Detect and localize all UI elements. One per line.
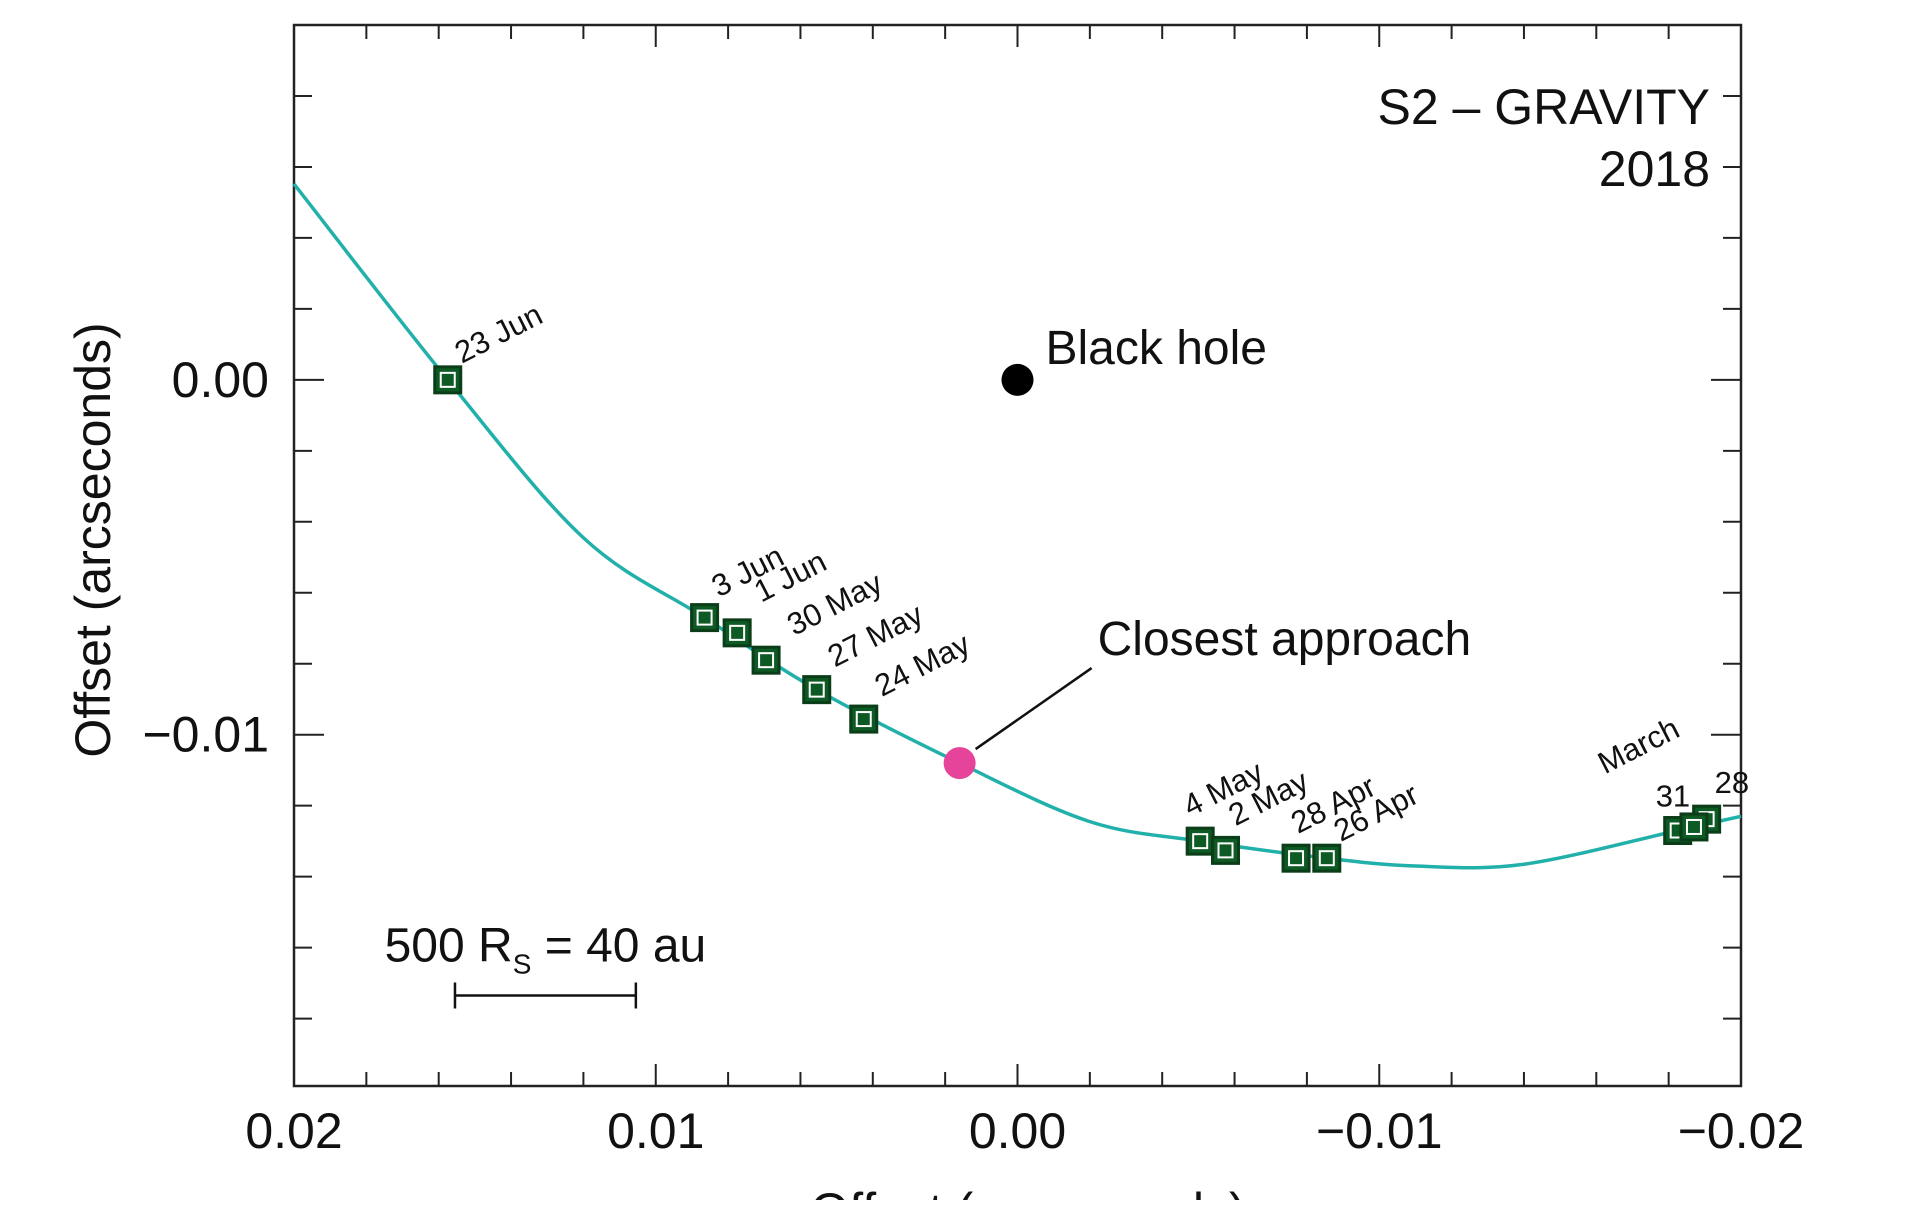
scale-bar-label: 500 RS = 40 au [385,920,707,980]
black-hole-marker [1001,363,1034,396]
x-tick-label: −0.02 [1678,1103,1805,1159]
scale-bar-label-subscript: S [513,949,532,980]
observation-marker-inner [1217,842,1234,859]
scale-bar-label-suffix: = 40 au [531,920,706,973]
closest-approach-leader [974,667,1093,751]
y-axis-title: Offset (arcseconds) [65,322,121,757]
observation-marker-inner [855,711,872,728]
observation-date-label: 23 Jun [449,297,548,370]
x-axis-title: Offset (arcseconds) [810,1183,1245,1200]
chart-subtitle: 2018 [1599,141,1710,197]
observation-marker-inner [758,652,775,669]
observation-marker [1211,835,1241,865]
observation-marker-inner [1288,850,1305,867]
observation-layer [433,363,1722,873]
observation-marker-inner [1192,833,1209,850]
closest-approach-label: Closest approach [1098,613,1472,666]
x-tick-label: 0.02 [245,1103,342,1159]
y-tick-label: 0.00 [172,352,269,408]
x-tick-label: −0.01 [1316,1103,1443,1159]
observation-date-label: 31 [1656,779,1690,814]
observation-marker-inner [729,624,746,641]
observation-marker [849,704,879,734]
scale-bar-label-prefix: 500 R [385,920,513,973]
observation-marker-inner [1685,818,1702,835]
observation-date-label: 28 [1715,765,1749,800]
observation-marker-inner [1318,850,1335,867]
y-tick-label: −0.01 [142,707,269,763]
black-hole-label: Black hole [1046,322,1267,375]
march-label: March [1592,710,1685,780]
orbit-curve [292,182,1742,870]
chart-title: S2 – GRAVITY [1377,79,1710,135]
closest-approach-marker [943,747,976,780]
observation-marker [751,645,781,675]
x-tick-label: 0.00 [969,1103,1066,1159]
x-tick-label: 0.01 [607,1103,704,1159]
plot-frame-layer: 0.02 0.01 0.00 −0.01 −0.02 0.00 −0.01 [142,23,1805,1159]
observation-marker-inner [696,609,713,626]
observation-marker-inner [808,681,825,698]
observation-marker-inner [439,371,456,388]
orbit-layer [292,182,1742,870]
